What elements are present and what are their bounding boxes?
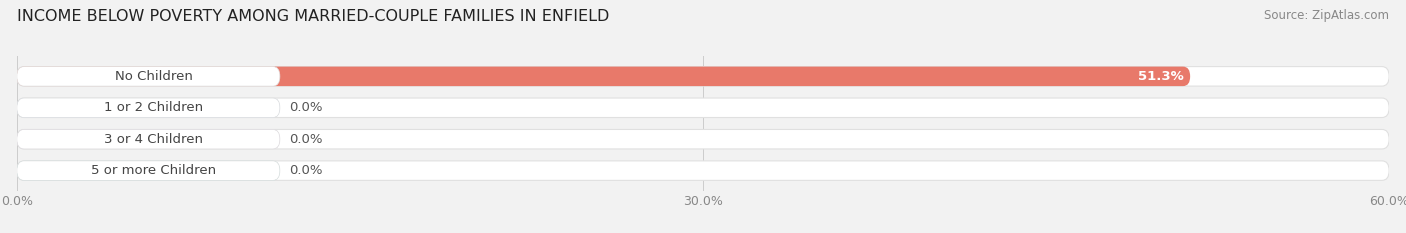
Text: 1 or 2 Children: 1 or 2 Children [104, 101, 204, 114]
Text: 0.0%: 0.0% [290, 101, 322, 114]
FancyBboxPatch shape [17, 130, 280, 149]
Text: 3 or 4 Children: 3 or 4 Children [104, 133, 202, 146]
FancyBboxPatch shape [17, 67, 280, 86]
FancyBboxPatch shape [17, 161, 280, 180]
FancyBboxPatch shape [17, 98, 1389, 117]
Text: Source: ZipAtlas.com: Source: ZipAtlas.com [1264, 9, 1389, 22]
FancyBboxPatch shape [17, 161, 280, 180]
FancyBboxPatch shape [17, 130, 280, 149]
Text: 51.3%: 51.3% [1137, 70, 1184, 83]
FancyBboxPatch shape [17, 67, 1389, 86]
FancyBboxPatch shape [17, 161, 1389, 180]
Text: No Children: No Children [115, 70, 193, 83]
FancyBboxPatch shape [17, 130, 1389, 149]
Text: 0.0%: 0.0% [290, 164, 322, 177]
Text: 5 or more Children: 5 or more Children [91, 164, 217, 177]
FancyBboxPatch shape [17, 98, 280, 117]
Text: 0.0%: 0.0% [290, 133, 322, 146]
FancyBboxPatch shape [17, 67, 1189, 86]
FancyBboxPatch shape [17, 98, 280, 117]
Text: INCOME BELOW POVERTY AMONG MARRIED-COUPLE FAMILIES IN ENFIELD: INCOME BELOW POVERTY AMONG MARRIED-COUPL… [17, 9, 609, 24]
